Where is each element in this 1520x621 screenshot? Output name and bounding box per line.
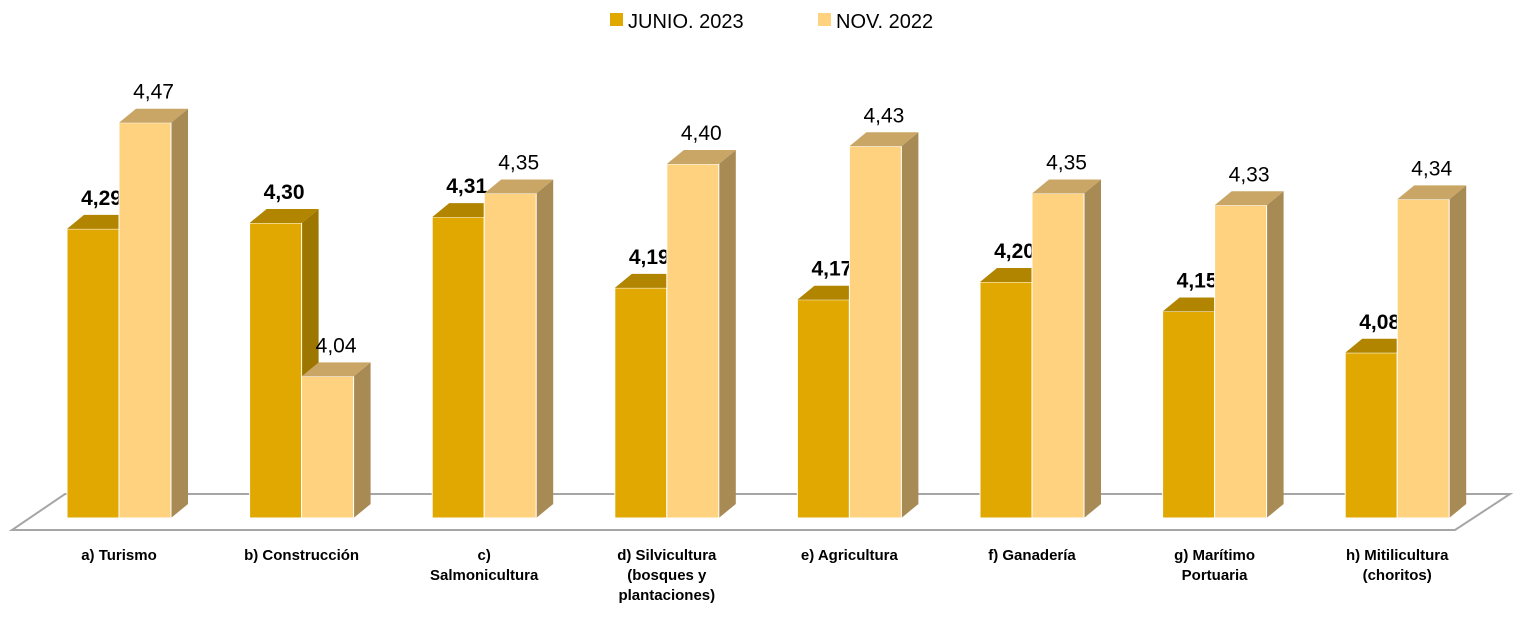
legend-swatch [610,13,623,26]
bar [483,193,537,519]
data-label: 4,04 [316,334,357,357]
data-label: 4,20 [994,240,1035,263]
bar-side [1266,191,1284,519]
bar-top [666,150,736,164]
bar-top [119,108,188,123]
bar [1344,352,1398,519]
bar [431,216,485,519]
legend-label: JUNIO. 2023 [628,11,744,33]
bar [1396,198,1450,519]
bar [796,299,850,519]
bar [666,163,720,519]
bar-side [536,179,554,518]
data-label: 4,40 [681,122,722,145]
bar [66,228,120,519]
x-tick-label: a) Turismo [81,547,157,564]
bar-top [301,362,371,377]
data-label: 4,08 [1359,311,1400,334]
bar [118,122,172,519]
bar [848,145,902,519]
x-tick-label: d) Silvicultura (bosques y plantaciones) [617,547,717,604]
data-label: 4,43 [863,104,904,127]
data-label: 4,30 [264,181,305,204]
x-tick-label: e) Agricultura [800,547,898,564]
legend-swatch [818,13,831,26]
x-tick-label: f) Ganadería [988,547,1076,564]
bar-side [171,108,188,518]
bar-side [353,362,371,518]
bar [979,281,1033,519]
bar-top [484,179,554,194]
data-label: 4,19 [629,246,670,269]
bar-top [1397,185,1467,200]
bar-side [1449,185,1467,518]
data-label: 4,47 [133,81,174,104]
x-tick-label: c) Salmonicultura [430,547,539,584]
bar [614,287,668,519]
bar-side [718,150,736,518]
bar-top [1214,191,1284,206]
bar [1214,204,1268,519]
data-label: 4,33 [1229,163,1270,186]
x-tick-label: b) Construcción [244,547,360,564]
data-label: 4,34 [1411,157,1452,180]
bar [1031,193,1085,519]
bar-side [901,132,919,519]
data-label: 4,29 [81,187,122,210]
bar-top [1032,179,1101,194]
x-tick-label: g) Marítimo Portuaria [1174,547,1256,584]
bar [1162,311,1216,519]
x-tick-label: h) Mitilicultura (choritos) [1345,547,1449,584]
data-label: 4,35 [1046,152,1087,175]
data-label: 4,35 [498,152,539,175]
bar-top [849,132,919,147]
data-label: 4,17 [811,258,852,281]
bar [249,222,303,519]
legend-label: NOV. 2022 [836,11,933,33]
floor [8,493,1514,531]
data-label: 4,31 [446,175,487,198]
data-label: 4,15 [1177,270,1218,293]
bar-side [1084,179,1101,518]
bar-top [249,209,319,223]
bar [301,375,355,519]
